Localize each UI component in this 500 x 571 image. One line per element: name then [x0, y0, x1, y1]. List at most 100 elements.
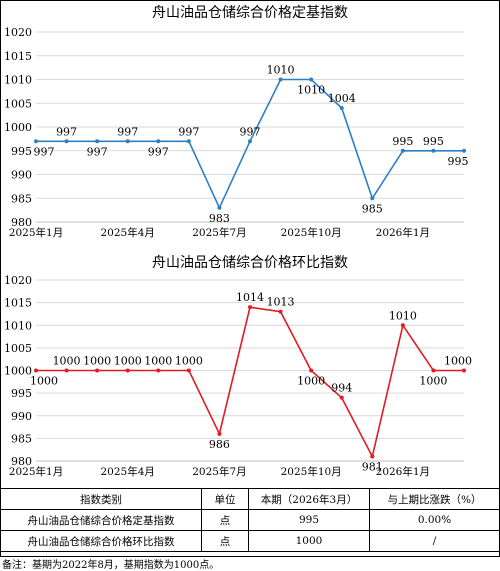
table-cell: 0.00% [369, 509, 500, 531]
data-label: 983 [209, 212, 230, 225]
data-label: 1013 [267, 296, 295, 309]
header-change: 与上期比涨跌（%） [369, 488, 500, 510]
table-cell: 点 [201, 530, 249, 552]
data-point [34, 139, 38, 144]
y-tick-label: 1005 [4, 97, 32, 110]
data-label: 995 [448, 155, 469, 168]
table-row: 舟山油品仓储综合价格定基指数 点 995 0.00% [0, 509, 500, 531]
data-label: 997 [178, 125, 199, 138]
x-tick-label: 2025年4月 [101, 465, 155, 478]
data-label: 1014 [236, 291, 264, 304]
y-tick-label: 1000 [4, 121, 32, 134]
data-point [339, 106, 344, 110]
data-point [125, 139, 130, 144]
y-tick-label: 1010 [4, 319, 32, 332]
data-label: 997 [87, 145, 108, 158]
data-point [309, 77, 314, 82]
data-label: 1000 [30, 375, 58, 388]
chart-title: 舟山油品仓储综合价格定基指数 [152, 4, 348, 21]
data-label: 1010 [267, 64, 295, 77]
data-point [400, 148, 405, 153]
data-point [217, 205, 222, 210]
y-tick-label: 980 [11, 455, 32, 468]
header-unit: 单位 [201, 488, 249, 510]
data-label: 985 [362, 202, 383, 215]
y-tick-label: 985 [11, 192, 32, 205]
table-cell: 1000 [248, 530, 370, 552]
y-tick-label: 1020 [4, 26, 32, 39]
data-label: 1000 [419, 375, 447, 388]
table-cell: 舟山油品仓储综合价格环比指数 [0, 530, 202, 552]
data-point [309, 368, 314, 373]
data-point [370, 196, 375, 201]
data-label: 1004 [328, 92, 356, 105]
data-point [248, 305, 252, 310]
data-point [64, 139, 69, 144]
y-tick-label: 1000 [4, 365, 32, 378]
data-point [64, 368, 69, 373]
data-label: 1000 [444, 355, 472, 368]
data-point [186, 368, 191, 373]
data-label: 1000 [83, 355, 111, 368]
data-point [34, 368, 38, 373]
x-tick-label: 2025年10月 [281, 226, 342, 239]
data-point [156, 139, 161, 144]
data-point [278, 309, 283, 314]
fixed-base-index-chart: 舟山油品仓储综合价格定基指数98098599099510001005101010… [4, 4, 469, 239]
y-tick-label: 990 [11, 410, 32, 423]
data-point [462, 368, 466, 373]
y-tick-label: 1015 [4, 297, 32, 310]
data-point [431, 148, 436, 153]
data-label: 995 [392, 135, 413, 148]
data-label: 995 [423, 135, 444, 148]
data-label: 1010 [297, 84, 325, 97]
table-cell: 点 [201, 509, 249, 531]
x-tick-label: 2026年1月 [376, 465, 430, 478]
data-label: 1000 [114, 355, 142, 368]
data-point [400, 323, 405, 328]
data-label: 1000 [297, 375, 325, 388]
data-label: 997 [240, 125, 261, 138]
y-tick-label: 1010 [4, 74, 32, 87]
data-label: 997 [117, 125, 138, 138]
y-tick-label: 980 [11, 216, 32, 229]
data-label: 981 [362, 460, 383, 473]
data-point [95, 139, 100, 144]
table-cell: / [369, 530, 500, 552]
series-line [36, 306, 464, 459]
data-label: 997 [34, 145, 55, 158]
table-header-row: 指数类别 单位 本期（2026年3月） 与上期比涨跌（%） [0, 488, 500, 510]
data-point [125, 368, 130, 373]
data-point [186, 139, 191, 144]
data-point [248, 139, 252, 144]
data-point [278, 77, 283, 82]
data-label: 997 [148, 145, 169, 158]
x-tick-label: 2026年1月 [376, 226, 430, 239]
chain-index-chart: 舟山油品仓储综合价格环比指数98098599099510001005101010… [4, 255, 472, 478]
data-point [95, 368, 100, 373]
data-label: 997 [56, 125, 77, 138]
data-label: 1000 [53, 355, 81, 368]
data-point [462, 148, 466, 153]
x-tick-label: 2025年1月 [9, 226, 63, 239]
y-tick-label: 1015 [4, 50, 32, 63]
y-tick-label: 995 [11, 387, 32, 400]
y-tick-label: 1005 [4, 342, 32, 355]
index-table: 指数类别 单位 本期（2026年3月） 与上期比涨跌（%） 舟山油品仓储综合价格… [0, 488, 500, 552]
y-tick-label: 985 [11, 432, 32, 445]
data-label: 1000 [175, 355, 203, 368]
y-tick-label: 990 [11, 169, 32, 182]
data-point [370, 454, 375, 459]
footnote: 备注：基期为2022年8月，基期指数为1000点。 [2, 560, 220, 571]
y-tick-label: 1020 [4, 274, 32, 287]
x-tick-label: 2025年10月 [281, 465, 342, 478]
chart-title: 舟山油品仓储综合价格环比指数 [152, 255, 348, 271]
table-cell: 舟山油品仓储综合价格定基指数 [0, 509, 202, 531]
y-tick-label: 995 [11, 145, 32, 158]
data-label: 986 [209, 438, 230, 451]
data-point [156, 368, 161, 373]
data-label: 1000 [144, 355, 172, 368]
x-tick-label: 2025年4月 [101, 226, 155, 239]
x-tick-label: 2025年1月 [9, 465, 63, 478]
data-label: 994 [331, 382, 352, 395]
